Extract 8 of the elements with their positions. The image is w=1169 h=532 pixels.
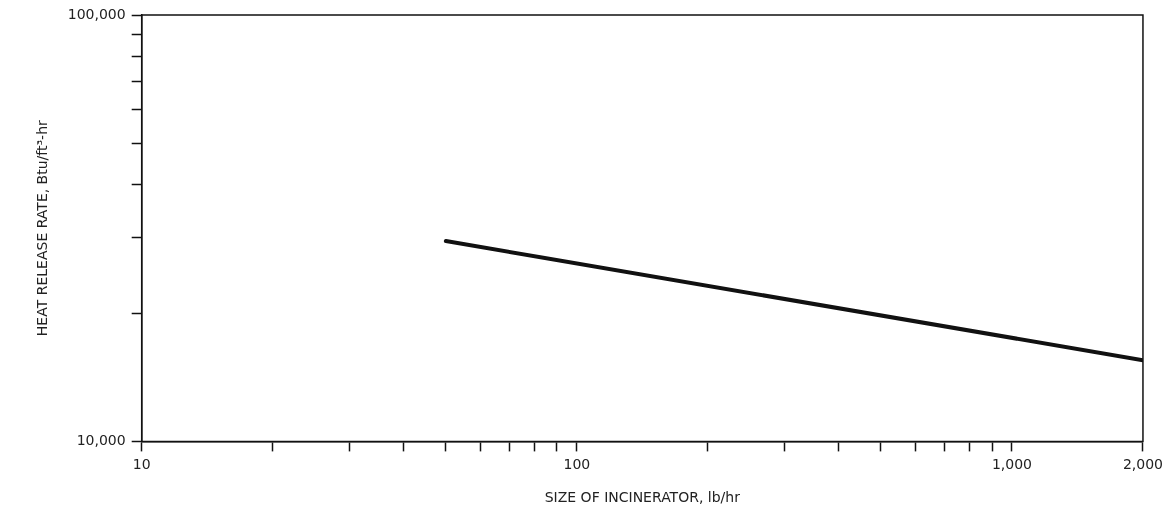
- y-tick-label: 10,000: [76, 432, 126, 449]
- x-tick-label: 1,000: [991, 456, 1033, 473]
- y-tick-label: 100,000: [67, 5, 126, 22]
- y-axis-title: HEAT RELEASE RATE, Btu/ft³-hr: [34, 119, 51, 337]
- x-tick-label: 100: [563, 456, 591, 473]
- x-axis-title: SIZE OF INCINERATOR, lb/hr: [544, 489, 741, 506]
- x-tick-label: 10: [132, 456, 151, 473]
- x-tick-label: 2,000: [1122, 456, 1164, 473]
